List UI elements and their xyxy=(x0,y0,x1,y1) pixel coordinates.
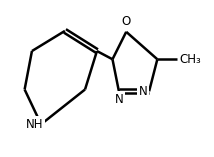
Text: NH: NH xyxy=(25,118,43,131)
Text: CH₃: CH₃ xyxy=(179,53,201,66)
Text: N: N xyxy=(138,85,147,98)
Text: N: N xyxy=(114,93,123,106)
Text: O: O xyxy=(122,15,131,28)
